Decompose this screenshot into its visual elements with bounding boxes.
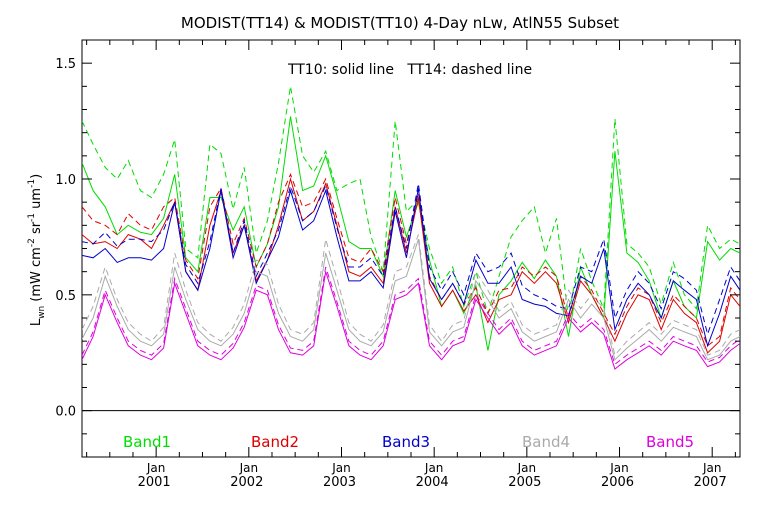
axis-layer: 0.00.51.01.5Jan2001Jan2002Jan2003Jan2004… [55, 40, 740, 490]
x-tick-label-month: Jan [239, 461, 259, 475]
plot-area: 0.00.51.01.5Jan2001Jan2002Jan2003Jan2004… [55, 39, 741, 490]
plot-frame [81, 39, 741, 458]
series-line-band5-solid [82, 271, 740, 370]
series-line-band1-dashed [82, 86, 740, 319]
legend-item-band1: Band1 [123, 433, 171, 451]
y-axis-label: Lwn (mW cm-2 sr-1 um-1) [27, 174, 47, 326]
x-tick-label-year: 2007 [694, 475, 727, 490]
legend-item-band3: Band3 [382, 433, 430, 451]
y-tick-label: 1.5 [55, 57, 76, 72]
series-line-band4-solid [82, 239, 740, 361]
chart-subtitle: TT10: solid line TT14: dashed line [287, 62, 532, 78]
x-tick-label-month: Jan [609, 461, 629, 475]
y-tick-label: 0.0 [55, 405, 76, 420]
x-tick-label-month: Jan [146, 461, 166, 475]
y-tick-label: 1.0 [55, 173, 76, 188]
series-line-band5-dashed [82, 266, 740, 366]
x-tick-label-month: Jan [702, 461, 722, 475]
x-tick-label-year: 2003 [323, 475, 356, 490]
y-tick-label: 0.5 [55, 289, 76, 304]
x-tick-label-year: 2002 [230, 475, 263, 490]
series-line-band3-dashed [82, 183, 740, 336]
legend-item-band4: Band4 [522, 433, 570, 451]
x-tick-label-month: Jan [424, 461, 444, 475]
series-layer [82, 86, 740, 370]
legend-item-band2: Band2 [251, 433, 299, 451]
series-line-band3-solid [82, 188, 740, 348]
series-line-band4-dashed [82, 234, 740, 357]
x-tick-label-year: 2001 [138, 475, 171, 490]
series-line-band2-solid [82, 177, 740, 354]
x-tick-label-year: 2004 [416, 475, 449, 490]
x-tick-label-month: Jan [331, 461, 351, 475]
legend: Band1 Band2 Band3 Band4 Band5 [123, 433, 694, 451]
series-line-band2-dashed [82, 173, 740, 347]
x-tick-label-month: Jan [517, 461, 537, 475]
legend-item-band5: Band5 [646, 433, 694, 451]
x-tick-label-year: 2005 [508, 475, 541, 490]
x-tick-label-year: 2006 [601, 475, 634, 490]
chart-title: MODIST(TT14) & MODIST(TT10) 4-Day nLw, A… [181, 14, 619, 32]
